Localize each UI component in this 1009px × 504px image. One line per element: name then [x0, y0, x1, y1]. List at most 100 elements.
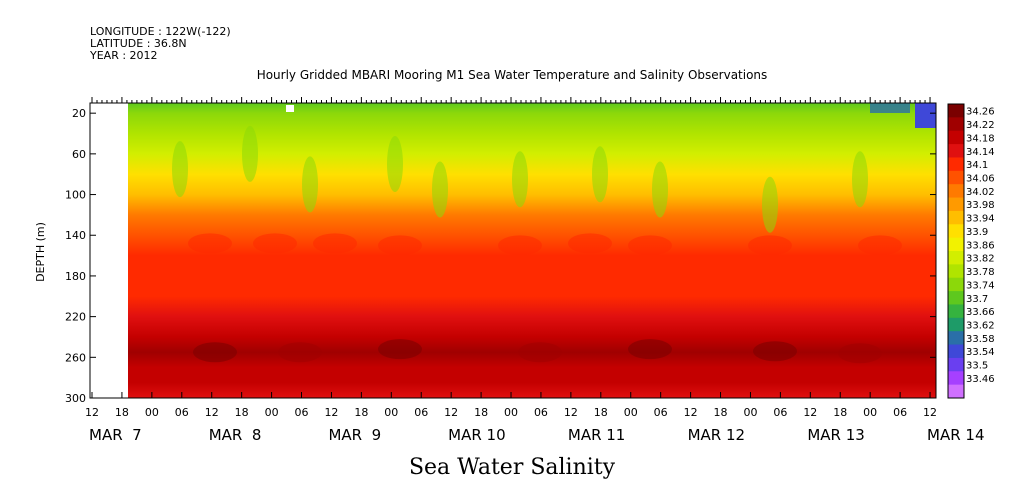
contour-blob-6	[628, 235, 672, 256]
x-tick-label: 06	[414, 406, 428, 419]
colorbar-frame	[947, 103, 965, 399]
colorbar-label: 34.22	[966, 120, 995, 131]
y-tick-label: 60	[72, 148, 86, 161]
colorbar-swatch-13	[948, 277, 964, 292]
y-tick-label: 20	[72, 107, 86, 120]
x-tick-label: 00	[624, 406, 638, 419]
x-tick-label: 00	[384, 406, 398, 419]
year-label: YEAR : 2012	[90, 49, 158, 62]
colorbar-label: 33.98	[966, 200, 995, 211]
colorbar-label: 33.62	[966, 321, 995, 332]
x-tick-label: 12	[564, 406, 578, 419]
x-tick-label: 18	[714, 406, 728, 419]
x-tick-label: 18	[354, 406, 368, 419]
x-tick-label: 06	[534, 406, 548, 419]
x-tick-label: 12	[324, 406, 338, 419]
x-tick-label: 00	[743, 406, 757, 419]
y-tick-label: 180	[65, 270, 86, 283]
x-day-label: MAR 7	[89, 426, 142, 444]
x-tick-label: 06	[654, 406, 668, 419]
colorbar-swatch-1	[948, 117, 964, 132]
contour-blob-11	[628, 339, 672, 360]
x-tick-label: 06	[773, 406, 787, 419]
colorbar-label: 33.54	[966, 347, 995, 358]
colorbar-label: 33.94	[966, 214, 995, 225]
x-tick-label: 12	[923, 406, 937, 419]
colorbar-swatch-21	[948, 384, 964, 399]
contour-dip-9	[852, 151, 868, 208]
low-salinity-patch	[915, 103, 936, 128]
colorbar-label: 33.82	[966, 254, 995, 265]
x-tick-label: 06	[893, 406, 907, 419]
x-day-label: MAR 8	[209, 426, 262, 444]
colorbar-swatch-3	[948, 144, 964, 158]
contour-dip-0	[172, 141, 188, 198]
y-tick-label: 260	[65, 351, 86, 364]
x-tick-label: 00	[145, 406, 159, 419]
colorbar-label: 34.06	[966, 174, 995, 185]
colorbar-swatch-10	[948, 237, 964, 252]
colorbar-label: 34.14	[966, 147, 995, 158]
latitude-label: LATITUDE : 36.8N	[90, 37, 187, 50]
y-axis-label: DEPTH (m)	[34, 222, 47, 282]
colorbar-label: 33.46	[966, 374, 995, 385]
colorbar-label: 33.9	[966, 227, 988, 238]
x-tick-label: 12	[85, 406, 99, 419]
colorbar-swatch-20	[948, 371, 964, 386]
colorbar-label: 33.74	[966, 280, 995, 291]
missing-data-cell	[286, 105, 294, 112]
longitude-label: LONGITUDE : 122W(-122)	[90, 25, 231, 38]
x-tick-label: 18	[474, 406, 488, 419]
contour-blob-3	[378, 235, 422, 256]
colorbar-swatch-7	[948, 197, 964, 212]
x-tick-label: 12	[205, 406, 219, 419]
colorbar-label: 33.86	[966, 240, 995, 251]
x-tick-label: 18	[235, 406, 249, 419]
contour-dip-8	[762, 176, 778, 233]
x-tick-label: 06	[295, 406, 309, 419]
y-tick-label: 140	[65, 229, 86, 242]
contour-blob-12	[753, 341, 797, 362]
colorbar-swatch-8	[948, 210, 964, 225]
low-salinity-patch-2	[870, 103, 910, 113]
x-tick-label: 12	[803, 406, 817, 419]
colorbar-swatch-2	[948, 130, 964, 145]
contour-dip-3	[387, 136, 403, 193]
contour-dip-1	[242, 125, 258, 182]
colorbar-label: 34.02	[966, 187, 995, 198]
plot-frame	[89, 102, 937, 399]
colorbar-swatch-17	[948, 331, 964, 346]
colorbar-label: 33.66	[966, 307, 995, 318]
colorbar-swatch-15	[948, 304, 964, 319]
x-day-label: MAR 10	[448, 426, 505, 444]
colorbar-label: 34.1	[966, 160, 988, 171]
colorbar-label: 33.78	[966, 267, 995, 278]
contour-blob-5	[568, 233, 612, 254]
colorbar-swatch-11	[948, 251, 964, 265]
x-day-label: MAR 12	[688, 426, 745, 444]
contour-blob-4	[498, 235, 542, 256]
x-tick-label: 12	[684, 406, 698, 419]
contour-blob-9	[193, 342, 237, 363]
x-day-label: MAR 14	[927, 426, 984, 444]
plot-area	[90, 103, 936, 398]
contour-dip-6	[592, 146, 608, 203]
y-tick-label: 300	[65, 392, 86, 405]
contour-dip-7	[652, 161, 668, 218]
contour-blob-2	[313, 233, 357, 254]
y-tick-label: 100	[65, 189, 86, 202]
colorbar-label: 33.5	[966, 361, 988, 372]
colorbar-swatch-18	[948, 344, 964, 359]
chart-title: Hourly Gridded MBARI Mooring M1 Sea Wate…	[256, 68, 768, 82]
colorbar-label: 33.58	[966, 334, 995, 345]
contour-blob-1	[253, 233, 297, 254]
colorbar-swatch-9	[948, 224, 964, 239]
colorbar: 34.26 34.22 34.18 34.14 34.1 34.06 34.02 33.98 3…	[947, 103, 995, 399]
variable-label: Sea Water Salinity	[408, 455, 616, 480]
x-tick-label: 18	[115, 406, 129, 419]
x-tick-label: 06	[175, 406, 189, 419]
colorbar-swatch-6	[948, 184, 964, 199]
x-day-label: MAR 9	[328, 426, 381, 444]
